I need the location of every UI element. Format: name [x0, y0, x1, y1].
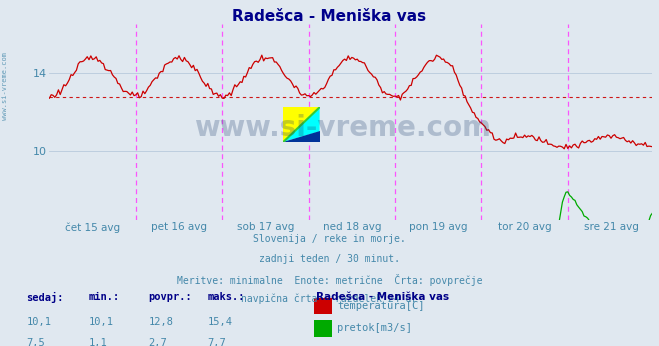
Text: Radešca - Meniška vas: Radešca - Meniška vas: [233, 9, 426, 24]
Text: www.si-vreme.com: www.si-vreme.com: [194, 114, 491, 142]
Polygon shape: [283, 107, 320, 142]
Text: 15,4: 15,4: [208, 317, 233, 327]
Text: 10,1: 10,1: [89, 317, 114, 327]
Text: 2,7: 2,7: [148, 338, 167, 346]
Text: zadnji teden / 30 minut.: zadnji teden / 30 minut.: [259, 254, 400, 264]
Text: temperatura[C]: temperatura[C]: [337, 301, 425, 311]
Text: sedaj:: sedaj:: [26, 292, 64, 303]
Text: 1,1: 1,1: [89, 338, 107, 346]
Text: Slovenija / reke in morje.: Slovenija / reke in morje.: [253, 234, 406, 244]
Text: min.:: min.:: [89, 292, 120, 302]
Text: navpična črta - razdelek 24 ur: navpična črta - razdelek 24 ur: [241, 294, 418, 304]
Text: 10,1: 10,1: [26, 317, 51, 327]
Text: Radešca - Meniška vas: Radešca - Meniška vas: [316, 292, 449, 302]
Text: Meritve: minimalne  Enote: metrične  Črta: povprečje: Meritve: minimalne Enote: metrične Črta:…: [177, 274, 482, 286]
Text: pretok[m3/s]: pretok[m3/s]: [337, 324, 413, 333]
Polygon shape: [283, 131, 320, 142]
Polygon shape: [283, 107, 320, 142]
Text: 7,7: 7,7: [208, 338, 226, 346]
Text: www.si-vreme.com: www.si-vreme.com: [2, 53, 9, 120]
Text: 12,8: 12,8: [148, 317, 173, 327]
Text: 7,5: 7,5: [26, 338, 45, 346]
Text: povpr.:: povpr.:: [148, 292, 192, 302]
Text: maks.:: maks.:: [208, 292, 245, 302]
